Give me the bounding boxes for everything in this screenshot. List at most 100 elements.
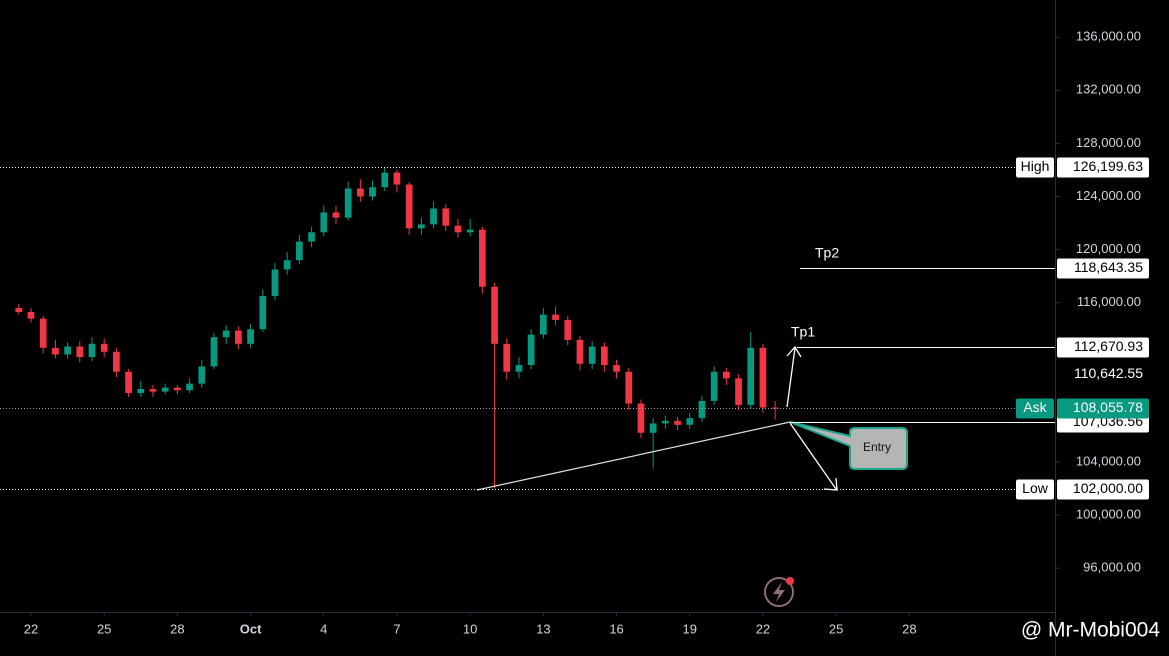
- candle-body: [759, 347, 767, 408]
- x-tick-label: 16: [609, 621, 623, 636]
- candle-body: [674, 420, 681, 425]
- price-label: 110,642.55: [1074, 365, 1143, 381]
- x-tick-label: 10: [463, 621, 477, 636]
- candle-body: [100, 343, 108, 352]
- y-tick-label: 136,000.00: [1076, 29, 1141, 44]
- y-tick-label: 128,000.00: [1076, 135, 1141, 150]
- candle-body: [259, 296, 267, 330]
- x-tick-label: Oct: [240, 621, 262, 636]
- candle-body: [637, 403, 645, 433]
- candle-body: [222, 330, 230, 338]
- candle-body: [686, 418, 694, 425]
- candle-body: [283, 260, 291, 270]
- candle-body: [27, 311, 35, 319]
- x-tick-label: 28: [170, 621, 184, 636]
- candle-body: [588, 346, 596, 364]
- price-label: 118,643.35: [1074, 259, 1143, 275]
- entry-label: Entry: [863, 440, 891, 454]
- candle-body: [771, 407, 779, 409]
- candle-body: [735, 378, 742, 405]
- price-line-name-box: [1016, 479, 1054, 500]
- candle-body: [564, 319, 572, 340]
- x-tick-label: 13: [536, 621, 550, 636]
- candle-body: [15, 307, 23, 312]
- y-tick-label: 120,000.00: [1076, 241, 1141, 256]
- candle-body: [174, 387, 181, 391]
- candle-body: [52, 347, 59, 355]
- candle-body: [161, 387, 169, 392]
- price-label-box: [1057, 398, 1149, 419]
- price-label-box: [1057, 157, 1149, 178]
- y-tick-label: 132,000.00: [1076, 82, 1141, 97]
- x-tick-label: 22: [24, 621, 38, 636]
- candle-body: [540, 314, 547, 335]
- candle-body: [405, 184, 413, 229]
- candle-body: [649, 423, 657, 433]
- candle-body: [332, 212, 340, 218]
- price-label-box: [1057, 479, 1149, 500]
- candle-body: [479, 229, 486, 287]
- price-line-name: Ask: [1023, 399, 1047, 415]
- y-tick-label: 96,000.00: [1083, 560, 1141, 575]
- x-tick-label: 28: [902, 621, 916, 636]
- candle-body: [247, 329, 254, 344]
- candle-body: [137, 388, 145, 393]
- price-label: 126,199.63: [1073, 158, 1143, 174]
- candle-body: [198, 366, 206, 384]
- candle-body: [527, 334, 535, 366]
- lightning-icon: [764, 577, 794, 607]
- candle-body: [393, 172, 401, 185]
- candle-body: [344, 188, 352, 218]
- candle-body: [491, 286, 498, 344]
- entry-callout: [789, 421, 908, 470]
- candle-body: [369, 187, 376, 197]
- candle-body: [88, 343, 96, 358]
- x-tick-label: 25: [97, 621, 111, 636]
- candle-body: [442, 208, 450, 226]
- price-label-box: [1057, 337, 1149, 358]
- price-line-name-box: [1016, 157, 1054, 178]
- candle-body: [381, 172, 389, 188]
- candle-body: [125, 371, 132, 393]
- candle-body: [698, 400, 706, 419]
- candle-body: [113, 351, 120, 372]
- candle-body: [149, 388, 157, 392]
- x-tick-label: 22: [756, 621, 770, 636]
- price-label: 112,670.93: [1074, 338, 1143, 354]
- candle-body: [235, 330, 242, 344]
- tp-arrow: [786, 345, 802, 408]
- price-label-box: [1057, 258, 1149, 279]
- candle-body: [76, 346, 84, 358]
- x-tick-label: 19: [683, 621, 697, 636]
- candle-body: [503, 343, 511, 372]
- candle-body: [515, 365, 523, 372]
- candle-body: [64, 346, 71, 355]
- candle-body: [210, 337, 218, 367]
- candle-body: [601, 346, 608, 366]
- trend-line: [476, 421, 791, 491]
- plot: [15, 36, 1060, 616]
- candle-body: [625, 371, 633, 404]
- candle-body: [418, 224, 425, 229]
- candle-body: [308, 232, 315, 242]
- candle-body: [613, 365, 620, 372]
- y-tick-label: 104,000.00: [1076, 453, 1141, 468]
- candle-body: [661, 420, 669, 424]
- candle-body: [552, 314, 559, 320]
- price-line-name: Low: [1022, 480, 1049, 496]
- candle-body: [710, 371, 718, 401]
- candle-body: [39, 318, 47, 348]
- candle-body: [576, 339, 584, 364]
- candle-body: [320, 212, 328, 233]
- candle-body: [454, 225, 462, 233]
- tp2-label: Tp2: [815, 245, 839, 261]
- y-tick-label: 124,000.00: [1076, 188, 1141, 203]
- x-tick-label: 25: [829, 621, 843, 636]
- candle-body: [357, 188, 364, 197]
- y-tick-label: 100,000.00: [1076, 507, 1141, 522]
- candle-body: [271, 269, 279, 297]
- watermark: @ Mr-Mobi004: [1021, 619, 1161, 642]
- price-label: 108,055.78: [1073, 399, 1143, 415]
